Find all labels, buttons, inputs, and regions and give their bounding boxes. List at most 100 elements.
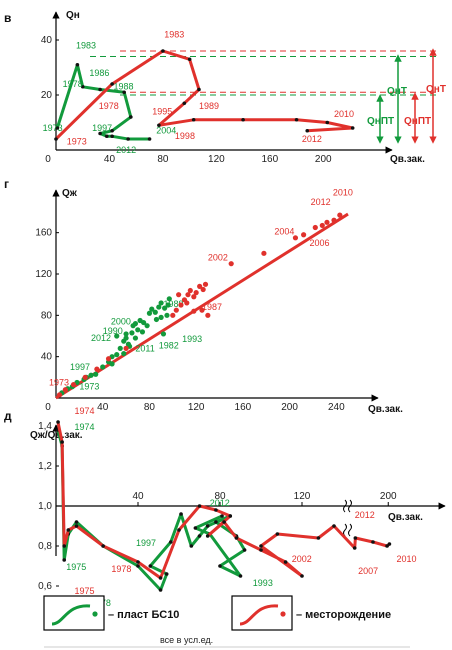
data-point-green [55, 126, 60, 130]
data-point-red [222, 520, 226, 524]
y-axis-title-g: Qж [62, 188, 78, 199]
scatter-point-red [94, 366, 100, 372]
data-point-red [325, 120, 330, 125]
label-qnpt-red: QнПТ [404, 116, 431, 127]
year-label-green: 1993 [253, 578, 273, 588]
scatter-point-red [56, 392, 63, 398]
data-point-red [350, 126, 355, 130]
data-point-green [164, 572, 169, 576]
x-tick-label-d: 40 [132, 491, 144, 502]
y-tick-label-v: 20 [41, 90, 53, 101]
data-point-red [182, 101, 187, 106]
chart-panel-g: Qж Qв.зак. 0 40 80 120 160 200 240 40 80 120 160 1… [35, 187, 403, 415]
y-tick-label-d: 0,6 [38, 581, 52, 592]
scatter-point-green [123, 335, 129, 341]
x-tick-label-v: 120 [208, 154, 225, 165]
year-label-red: 1975 [74, 586, 94, 596]
scatter-point-green [93, 371, 99, 377]
scatter-point-green [165, 302, 171, 308]
scatter-point-red [301, 232, 307, 238]
x-tick-label-g: 200 [281, 402, 298, 413]
year-label-red: 1983 [164, 29, 184, 39]
y-tick-label-d: 1,2 [38, 461, 52, 472]
scatter-point-red [319, 222, 325, 229]
x-tick-label-d: 120 [294, 491, 311, 502]
scatter-point-green [117, 345, 123, 351]
year-label-red: 1987 [202, 302, 222, 312]
year-label-red: 2012 [355, 510, 375, 520]
data-point-green [238, 574, 243, 578]
scatter-point-green [166, 296, 172, 302]
year-label-green: 1982 [159, 340, 179, 350]
data-point-green [136, 564, 140, 568]
data-point-red [187, 57, 192, 62]
data-point-red [387, 542, 392, 546]
x-axis-title-d: Qв.зак. [388, 512, 423, 523]
year-label-green: 2000 [111, 317, 131, 327]
scatter-point-green [114, 333, 120, 339]
scatter-point-red [205, 312, 211, 318]
year-label-green: 1989 [163, 299, 183, 309]
data-point-red [205, 534, 210, 538]
y-tick-label-v: 40 [41, 35, 53, 46]
year-label-red: 1989 [199, 101, 219, 111]
year-label-green: 1997 [136, 538, 156, 548]
x-tick-label-g: 80 [144, 402, 156, 413]
scatter-point-red [187, 287, 193, 294]
data-point-red [371, 540, 375, 544]
legend-green-label: – пласт БС10 [108, 609, 179, 621]
scatter-point-red [185, 292, 191, 298]
data-point-red [197, 504, 202, 508]
scatter-point-red [200, 286, 206, 293]
scatter-point-red [228, 261, 234, 267]
scatter-point-red [261, 250, 267, 256]
scatter-point-green [139, 329, 146, 335]
panel-label-v: в [4, 11, 11, 25]
x-tick-label-v: 200 [315, 154, 332, 165]
year-label-green: 1988 [113, 82, 133, 92]
scatter-point-red [123, 345, 129, 351]
scatter-point-green [160, 331, 167, 337]
data-point-red [161, 49, 165, 53]
data-point-green [122, 90, 126, 95]
data-point-green [148, 564, 153, 568]
scatter-point-red [191, 294, 197, 300]
year-label-red: 2012 [311, 197, 331, 207]
scatter-point-green [121, 350, 127, 357]
data-point-green [193, 526, 198, 530]
data-point-red [54, 137, 58, 141]
data-point-green [218, 564, 222, 568]
data-point-red [294, 117, 299, 122]
year-label-red: 1974 [74, 406, 94, 416]
x-tick-label-g: 240 [328, 402, 345, 413]
data-point-green [129, 115, 133, 119]
data-point-green [179, 512, 183, 516]
year-label-green: 1975 [66, 562, 86, 572]
data-point-red [197, 87, 201, 92]
year-label-red: 2010 [333, 187, 353, 197]
year-label-green: 1997 [70, 362, 90, 372]
scatter-point-green [156, 304, 162, 310]
year-label-green: 2004 [156, 126, 176, 136]
year-label-red: 1973 [49, 378, 69, 388]
year-label-red: 2002 [208, 253, 228, 263]
y-tick-label-d: 1,4 [38, 421, 52, 432]
data-point-green [169, 540, 173, 544]
label-qnpt-green: QнПТ [367, 116, 394, 127]
data-point-red [101, 544, 105, 548]
data-point-red [305, 128, 310, 133]
x-tick-label-g: 0 [45, 402, 51, 413]
scatter-point-red [312, 224, 318, 231]
data-point-red [191, 117, 196, 122]
x-tick-label-g: 160 [235, 402, 252, 413]
scatter-point-green [109, 361, 115, 367]
x-tick-label-v: 40 [104, 154, 116, 165]
scatter-point-green [88, 372, 94, 378]
year-label-red: 2004 [274, 227, 294, 237]
data-point-green [104, 134, 109, 139]
data-point-red [385, 544, 389, 548]
panel-label-d: д [4, 409, 12, 423]
scatter-point-green [123, 331, 129, 337]
scatter-point-red [193, 290, 199, 296]
